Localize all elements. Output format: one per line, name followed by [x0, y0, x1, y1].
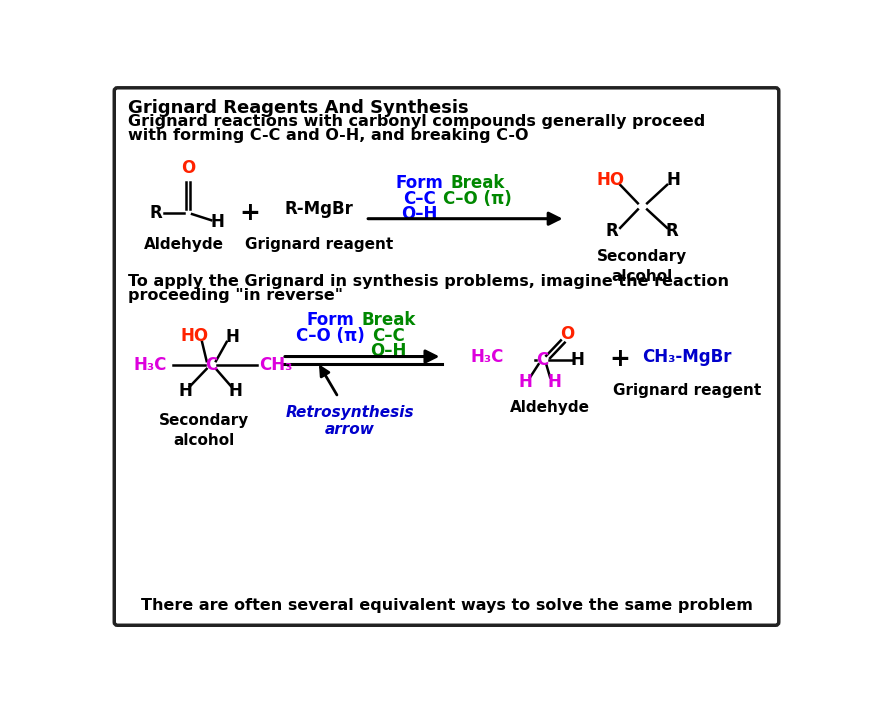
Text: +: +	[609, 347, 630, 371]
Text: H: H	[519, 373, 533, 391]
Text: H: H	[666, 171, 680, 189]
Text: To apply the Grignard in synthesis problems, imagine the reaction: To apply the Grignard in synthesis probl…	[128, 274, 729, 289]
Text: with forming C-C and O-H, and breaking C-O: with forming C-C and O-H, and breaking C…	[128, 128, 528, 143]
Text: C: C	[205, 356, 217, 374]
Text: R: R	[605, 222, 618, 240]
Text: Secondary
alcohol: Secondary alcohol	[159, 413, 249, 448]
Text: O: O	[181, 159, 195, 177]
Text: Form: Form	[307, 311, 355, 329]
Text: H: H	[210, 213, 224, 231]
Text: Aldehyde: Aldehyde	[510, 400, 590, 415]
FancyBboxPatch shape	[114, 88, 779, 626]
Text: C–O (π): C–O (π)	[443, 190, 512, 208]
Text: R-MgBr: R-MgBr	[284, 201, 353, 218]
Text: Form: Form	[395, 174, 443, 192]
Text: R: R	[665, 222, 678, 240]
Text: Aldehyde: Aldehyde	[145, 237, 224, 252]
Text: CH₃-MgBr: CH₃-MgBr	[643, 347, 732, 366]
Text: Secondary
alcohol: Secondary alcohol	[597, 249, 688, 285]
Text: +: +	[239, 201, 260, 225]
Text: C–O (π): C–O (π)	[296, 327, 365, 345]
Text: H: H	[548, 373, 562, 391]
Text: Retrosynthesis
arrow: Retrosynthesis arrow	[285, 405, 414, 438]
Text: Grignard reagent: Grignard reagent	[245, 237, 393, 252]
Text: HO: HO	[181, 327, 208, 345]
Text: CH₃: CH₃	[259, 356, 292, 374]
Text: C: C	[536, 352, 548, 369]
Text: HO: HO	[596, 171, 624, 189]
Text: R: R	[149, 203, 162, 222]
Text: C–C: C–C	[403, 190, 435, 208]
Text: There are often several equivalent ways to solve the same problem: There are often several equivalent ways …	[141, 598, 753, 613]
Text: H₃C: H₃C	[133, 356, 167, 374]
Text: H₃C: H₃C	[471, 348, 504, 366]
Text: Break: Break	[361, 311, 416, 329]
Text: proceeding "in reverse": proceeding "in reverse"	[128, 288, 343, 303]
Text: H: H	[571, 352, 585, 369]
Text: Grignard reagent: Grignard reagent	[613, 383, 761, 398]
Text: O: O	[560, 325, 574, 343]
Text: O–H: O–H	[401, 205, 438, 223]
Text: C–C: C–C	[372, 327, 405, 345]
Text: Break: Break	[451, 174, 505, 192]
Text: H: H	[229, 382, 243, 400]
Text: H: H	[226, 328, 240, 346]
Text: Grignard Reagents And Synthesis: Grignard Reagents And Synthesis	[128, 99, 469, 116]
Text: O–H: O–H	[371, 342, 406, 360]
Text: Grignard reactions with carbonyl compounds generally proceed: Grignard reactions with carbonyl compoun…	[128, 114, 705, 129]
Text: H: H	[178, 382, 192, 400]
